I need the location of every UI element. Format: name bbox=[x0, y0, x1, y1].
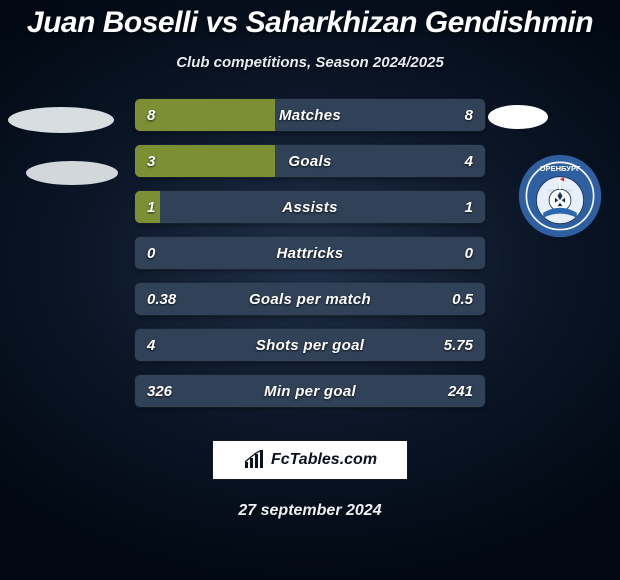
stat-row: 4Shots per goal5.75 bbox=[135, 329, 485, 361]
stat-value-right: 4 bbox=[465, 145, 473, 177]
stat-row: 326Min per goal241 bbox=[135, 375, 485, 407]
stat-row: 0Hattricks0 bbox=[135, 237, 485, 269]
stat-row: 0.38Goals per match0.5 bbox=[135, 283, 485, 315]
stat-label: Matches bbox=[135, 99, 485, 131]
brand-box[interactable]: FcTables.com bbox=[212, 440, 408, 480]
player-left-blob-1 bbox=[8, 107, 114, 133]
stat-label: Min per goal bbox=[135, 375, 485, 407]
stat-value-right: 0 bbox=[465, 237, 473, 269]
stat-label: Goals per match bbox=[135, 283, 485, 315]
date-text: 27 september 2024 bbox=[238, 502, 381, 520]
player-left-blob-2 bbox=[26, 161, 118, 185]
subtitle: Club competitions, Season 2024/2025 bbox=[0, 54, 620, 71]
stat-label: Goals bbox=[135, 145, 485, 177]
player-right-blob bbox=[488, 105, 548, 129]
stat-value-right: 1 bbox=[465, 191, 473, 223]
stat-value-right: 241 bbox=[448, 375, 473, 407]
stat-label: Shots per goal bbox=[135, 329, 485, 361]
brand-chart-icon bbox=[243, 450, 267, 470]
svg-text:ОРЕНБУРГ: ОРЕНБУРГ bbox=[540, 164, 581, 173]
stat-value-right: 0.5 bbox=[452, 283, 473, 315]
brand-text: FcTables.com bbox=[271, 451, 377, 469]
page-title: Juan Boselli vs Saharkhizan Gendishmin bbox=[0, 0, 620, 40]
stat-label: Hattricks bbox=[135, 237, 485, 269]
stat-label: Assists bbox=[135, 191, 485, 223]
stat-row: 8Matches8 bbox=[135, 99, 485, 131]
club-badge: ОРЕНБУРГ bbox=[518, 154, 602, 238]
comparison-chart: ОРЕНБУРГ 8Matches8 3Goals4 1Assists1 0Hattr… bbox=[0, 99, 620, 414]
stat-row: 1Assists1 bbox=[135, 191, 485, 223]
stat-row: 3Goals4 bbox=[135, 145, 485, 177]
stat-value-right: 5.75 bbox=[444, 329, 473, 361]
stat-value-right: 8 bbox=[465, 99, 473, 131]
